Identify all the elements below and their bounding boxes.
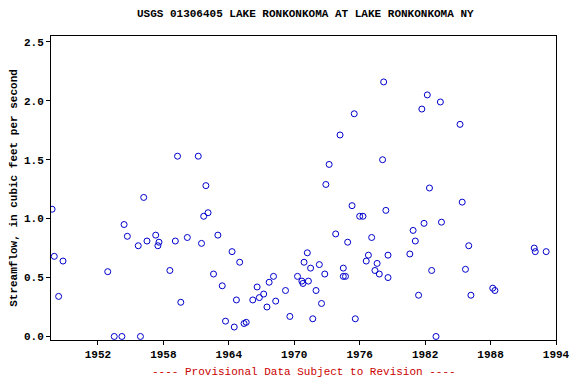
svg-text:1988: 1988: [477, 349, 504, 361]
svg-text:0.5: 0.5: [24, 272, 44, 284]
svg-text:---- Provisional Data Subject: ---- Provisional Data Subject to Revisio…: [152, 366, 456, 378]
svg-text:1994: 1994: [543, 349, 570, 361]
svg-text:1952: 1952: [85, 349, 111, 361]
svg-text:1976: 1976: [346, 349, 372, 361]
svg-text:2.5: 2.5: [24, 37, 44, 49]
svg-text:USGS 01306405 LAKE RONKONKOMA: USGS 01306405 LAKE RONKONKOMA AT LAKE RO…: [137, 8, 474, 20]
svg-text:1982: 1982: [412, 349, 438, 361]
svg-text:1964: 1964: [216, 349, 243, 361]
svg-text:2.0: 2.0: [24, 96, 44, 108]
svg-text:1.5: 1.5: [24, 155, 44, 167]
svg-text:0.0: 0.0: [24, 331, 44, 343]
svg-text:1.0: 1.0: [24, 213, 44, 225]
svg-text:Streamflow, in cubic feet per: Streamflow, in cubic feet per second: [8, 69, 20, 307]
svg-text:1970: 1970: [281, 349, 307, 361]
svg-text:1958: 1958: [150, 349, 177, 361]
